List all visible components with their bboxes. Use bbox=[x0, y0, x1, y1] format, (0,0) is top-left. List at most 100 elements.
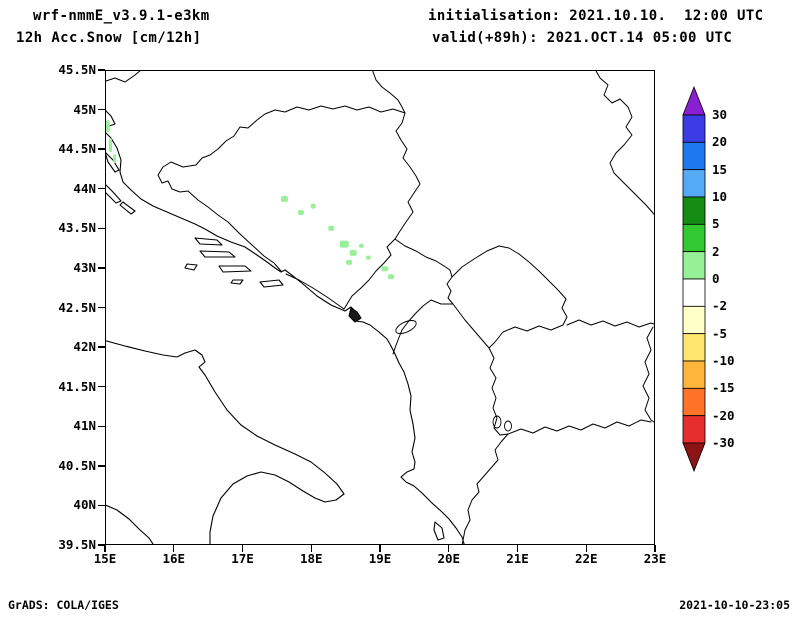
border-macedonia-greece bbox=[508, 420, 651, 434]
colorbar-segment bbox=[682, 387, 706, 417]
border-croatia-bosnia-north bbox=[158, 106, 405, 271]
snow-patch bbox=[346, 259, 353, 265]
island-mljet bbox=[260, 280, 283, 287]
lon-tick-mark bbox=[379, 545, 381, 552]
kotor-bay bbox=[349, 308, 361, 322]
lat-tick-mark bbox=[98, 69, 105, 71]
lat-tick-label: 40.5N bbox=[58, 457, 96, 473]
lake-prespa bbox=[505, 421, 512, 431]
border-macedonia-bulgaria bbox=[643, 327, 655, 424]
country-borders bbox=[105, 70, 655, 545]
lon-tick-label: 15E bbox=[93, 551, 117, 566]
lat-tick-label: 45N bbox=[73, 101, 96, 117]
colorbar-tick-label: 5 bbox=[712, 216, 720, 232]
colorbar-segment bbox=[682, 196, 706, 225]
lat-tick-label: 43N bbox=[73, 259, 96, 275]
colorbar-tick-label: 30 bbox=[712, 107, 728, 122]
colorbar-tick-label: -15 bbox=[712, 380, 735, 396]
snow-patch bbox=[365, 255, 371, 260]
colorbar-tick-label: 2 bbox=[712, 243, 720, 259]
colorbar-arrow-bottom bbox=[682, 442, 706, 473]
colorbar-segment bbox=[682, 223, 706, 253]
lon-tick-mark bbox=[104, 545, 106, 552]
snow-patch bbox=[280, 196, 288, 203]
lat-tick-mark bbox=[98, 108, 105, 111]
lon-tick-label: 18E bbox=[299, 551, 323, 566]
colorbar-tick-label: 20 bbox=[712, 134, 728, 150]
lat-tick-mark bbox=[98, 465, 105, 467]
lon-tick-mark bbox=[173, 545, 175, 552]
colorbar bbox=[682, 86, 706, 473]
lon-tick-mark bbox=[241, 545, 244, 552]
snow-patch bbox=[349, 249, 357, 256]
creation-timestamp: 2021-10-10-23:05 bbox=[679, 598, 790, 612]
island-pag bbox=[105, 152, 119, 172]
grads-credit: GrADS: COLA/IGES bbox=[8, 598, 119, 612]
map-canvas bbox=[105, 70, 655, 545]
lon-tick-label: 19E bbox=[368, 551, 392, 566]
snow-patch bbox=[105, 120, 110, 133]
snow-patch bbox=[339, 240, 349, 248]
lon-tick-label: 22E bbox=[574, 551, 598, 566]
lat-tick-label: 42N bbox=[73, 339, 96, 355]
colorbar-segment bbox=[682, 415, 706, 444]
lat-tick-mark bbox=[98, 425, 105, 427]
border-croatia-bosnia-south bbox=[286, 274, 344, 309]
snow-patch bbox=[297, 210, 304, 215]
lat-tick-mark bbox=[98, 306, 105, 309]
colorbar-tick-label: 15 bbox=[712, 161, 728, 177]
lat-tick-label: 40N bbox=[73, 497, 96, 513]
lon-tick-mark bbox=[310, 545, 312, 552]
colorbar-tick-label: 10 bbox=[712, 189, 728, 204]
lat-tick-label: 44.5N bbox=[58, 141, 96, 157]
border-montenegro-kosovo bbox=[447, 277, 453, 304]
border-serbia-romania-bulgaria bbox=[595, 70, 655, 218]
snow-patch bbox=[310, 203, 316, 209]
snow-patch bbox=[388, 274, 394, 280]
snow-patch bbox=[113, 154, 117, 164]
colorbar-segment bbox=[682, 305, 706, 335]
coastline-italy-tyrrhenian bbox=[105, 504, 155, 545]
snow-patch bbox=[109, 138, 112, 153]
lakes bbox=[394, 318, 512, 431]
lat-tick-mark bbox=[98, 504, 105, 507]
colorbar-segment bbox=[682, 141, 706, 171]
border-macedonia-albania bbox=[489, 348, 508, 435]
colorbar-segment bbox=[682, 333, 706, 362]
border-montenegro-albania bbox=[393, 300, 453, 354]
product-title: 12h Acc.Snow [cm/12h] bbox=[16, 30, 202, 46]
lon-tick-label: 16E bbox=[162, 551, 186, 566]
lon-tick-mark bbox=[585, 545, 587, 552]
valid-time: valid(+89h): 2021.OCT.14 05:00 UTC bbox=[432, 30, 733, 46]
model-title: wrf-nmmE_v3.9.1-e3km bbox=[33, 8, 210, 24]
lon-tick-label: 23E bbox=[643, 551, 667, 566]
lat-tick-mark bbox=[98, 346, 105, 348]
island-brac bbox=[195, 238, 222, 245]
border-kosovo-albania bbox=[453, 304, 489, 348]
lon-tick-mark bbox=[516, 545, 519, 552]
colorbar-segment bbox=[682, 251, 706, 280]
lat-tick-label: 39.5N bbox=[58, 537, 96, 552]
island-kornati bbox=[120, 202, 135, 214]
lon-tick-label: 17E bbox=[231, 551, 254, 566]
lat-tick-label: 43.5N bbox=[58, 220, 96, 236]
island-lastovo bbox=[231, 280, 243, 284]
init-time: initialisation: 2021.10.10. 12:00 UTC bbox=[428, 8, 764, 24]
lon-tick-mark bbox=[654, 545, 656, 552]
coastlines bbox=[105, 108, 465, 545]
lat-tick-mark bbox=[98, 188, 105, 190]
lat-tick-mark bbox=[98, 385, 105, 388]
lake-skadar bbox=[394, 318, 418, 336]
lon-tick-label: 21E bbox=[506, 551, 529, 566]
lat-tick-label: 42.5N bbox=[58, 299, 96, 315]
island-hvar bbox=[200, 251, 235, 257]
snow-patch bbox=[358, 243, 364, 248]
island-korcula bbox=[219, 266, 251, 272]
border-kosovo-macedonia bbox=[489, 325, 563, 348]
lake-ohrid bbox=[493, 416, 501, 428]
colorbar-tick-label: -20 bbox=[712, 407, 735, 423]
colorbar-segment bbox=[682, 360, 706, 389]
colorbar-segment bbox=[682, 114, 706, 143]
plot-frame bbox=[105, 70, 655, 545]
